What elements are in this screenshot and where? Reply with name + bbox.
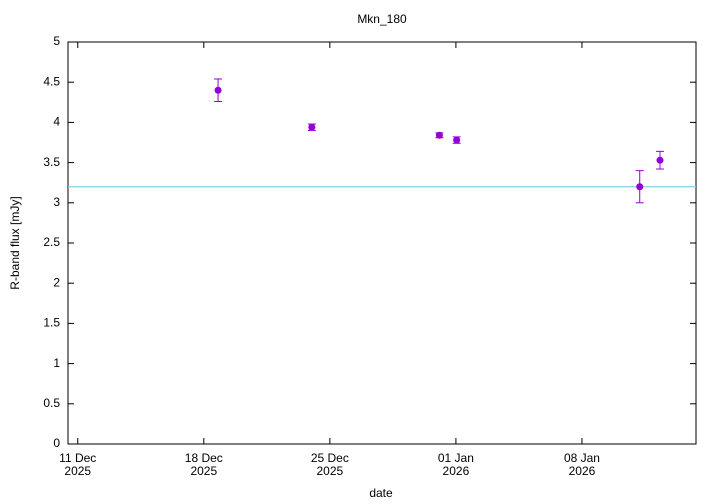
y-tick-label: 2 — [53, 275, 60, 289]
y-tick-label: 1 — [53, 356, 60, 370]
y-tick-label: 5 — [53, 34, 60, 48]
y-axis-label: R-band flux [mJy] — [8, 196, 22, 289]
y-tick-label: 0 — [53, 436, 60, 450]
data-point — [656, 156, 664, 164]
data-point — [453, 136, 461, 144]
y-tick-label: 1.5 — [43, 316, 60, 330]
y-tick-label: 2.5 — [43, 235, 60, 249]
x-tick-label: 2026 — [443, 464, 470, 478]
y-tick-label: 3 — [53, 195, 60, 209]
data-point — [636, 183, 644, 191]
x-tick-label: 18 Dec — [185, 451, 223, 465]
y-tick-label: 3.5 — [43, 155, 60, 169]
x-axis-label: date — [369, 486, 393, 500]
data-point — [308, 123, 316, 131]
y-tick-label: 4 — [53, 115, 60, 129]
y-tick-label: 4.5 — [43, 74, 60, 88]
data-point — [214, 86, 222, 94]
x-tick-label: 11 Dec — [59, 451, 96, 465]
x-tick-label: 2026 — [569, 464, 596, 478]
x-tick-label: 01 Jan — [438, 451, 474, 465]
x-tick-label: 25 Dec — [311, 451, 349, 465]
x-tick-label: 08 Jan — [564, 451, 600, 465]
x-tick-label: 2025 — [64, 464, 91, 478]
x-tick-label: 2025 — [190, 464, 217, 478]
plot-frame — [67, 41, 697, 445]
x-tick-label: 2025 — [317, 464, 344, 478]
chart-title: Mkn_180 — [357, 12, 407, 26]
data-point — [435, 131, 443, 139]
y-tick-label: 0.5 — [43, 396, 60, 410]
